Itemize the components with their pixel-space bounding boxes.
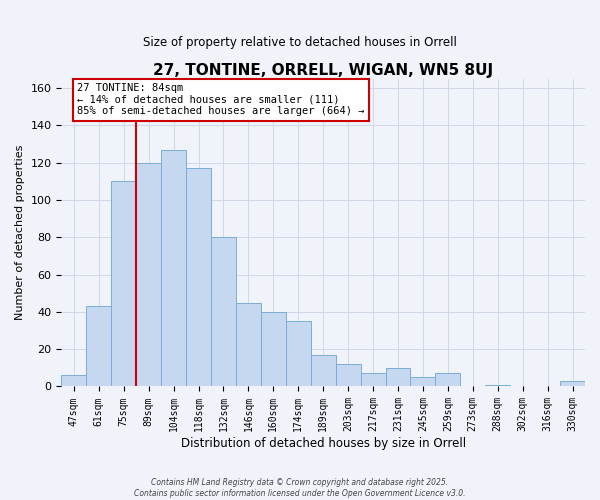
Y-axis label: Number of detached properties: Number of detached properties — [15, 145, 25, 320]
Bar — [286, 321, 311, 386]
Bar — [61, 376, 86, 386]
Bar — [485, 384, 510, 386]
Bar — [560, 381, 585, 386]
Bar — [211, 237, 236, 386]
Bar — [111, 182, 136, 386]
Bar — [311, 355, 335, 386]
Bar — [335, 364, 361, 386]
Bar — [161, 150, 186, 386]
Bar — [136, 162, 161, 386]
Bar — [236, 302, 261, 386]
Bar — [436, 374, 460, 386]
Bar — [186, 168, 211, 386]
Bar — [386, 368, 410, 386]
Text: Contains HM Land Registry data © Crown copyright and database right 2025.
Contai: Contains HM Land Registry data © Crown c… — [134, 478, 466, 498]
Bar — [86, 306, 111, 386]
Text: 27 TONTINE: 84sqm
← 14% of detached houses are smaller (111)
85% of semi-detache: 27 TONTINE: 84sqm ← 14% of detached hous… — [77, 84, 365, 116]
Text: Size of property relative to detached houses in Orrell: Size of property relative to detached ho… — [143, 36, 457, 49]
Bar — [361, 374, 386, 386]
Bar — [261, 312, 286, 386]
X-axis label: Distribution of detached houses by size in Orrell: Distribution of detached houses by size … — [181, 437, 466, 450]
Title: 27, TONTINE, ORRELL, WIGAN, WN5 8UJ: 27, TONTINE, ORRELL, WIGAN, WN5 8UJ — [153, 62, 493, 78]
Bar — [410, 377, 436, 386]
